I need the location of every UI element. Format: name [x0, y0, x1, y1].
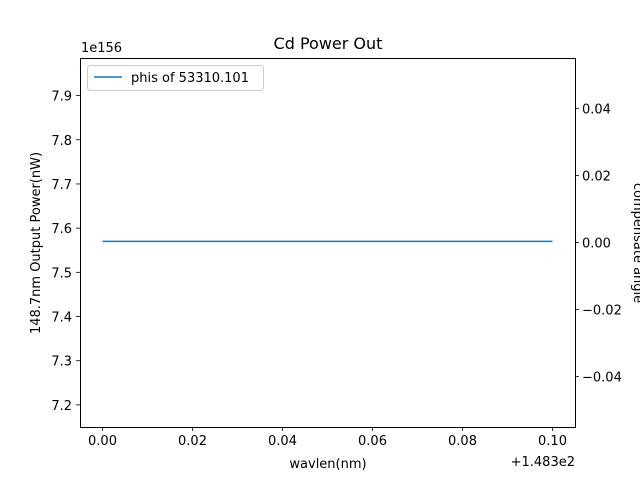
legend-box	[87, 65, 264, 91]
y-tick-label: 7.3	[51, 355, 72, 370]
y-scale-text: 1e156	[81, 41, 122, 56]
y2-tick-label: −0.04	[582, 371, 622, 386]
plot-frame	[80, 58, 576, 428]
legend-label: phis of 53310.101	[131, 71, 249, 86]
y-tick-label: 7.2	[51, 399, 72, 414]
chart-title: Cd Power Out	[274, 34, 383, 53]
y2-tick-label: −0.02	[582, 304, 622, 319]
y2-tick-label: 0.04	[582, 102, 611, 117]
x-tick-label: 0.06	[358, 434, 387, 449]
x-axis-label: wavlen(nm)	[289, 457, 366, 472]
y2-axis-label: compensate angle	[630, 183, 640, 303]
x-tick-label: 0.10	[538, 434, 567, 449]
x-tick-label: 0.08	[448, 434, 477, 449]
y-axis-label: 148.7nm Output Power(nW)	[29, 152, 44, 334]
x-tick-label: 0.00	[88, 434, 117, 449]
y2-tick-label: 0.00	[582, 237, 611, 252]
y-tick-label: 7.5	[51, 266, 72, 281]
x-tick-label: 0.04	[268, 434, 297, 449]
axis-ticks: 0.00 0.02 0.04 0.06 0.08 0.10 7.2 7.3 7.4 7.5 7.6 7…	[51, 90, 622, 449]
x-tick-label: 0.02	[178, 434, 207, 449]
y-tick-label: 7.6	[51, 222, 72, 237]
y-tick-label: 7.8	[51, 134, 72, 149]
legend: phis of 53310.101	[87, 65, 264, 91]
y2-tick-label: 0.02	[582, 169, 611, 184]
y-tick-label: 7.4	[51, 311, 72, 326]
x-offset-text: +1.483e2	[511, 455, 575, 470]
y-tick-label: 7.9	[51, 90, 72, 105]
y-tick-label: 7.7	[51, 178, 72, 193]
